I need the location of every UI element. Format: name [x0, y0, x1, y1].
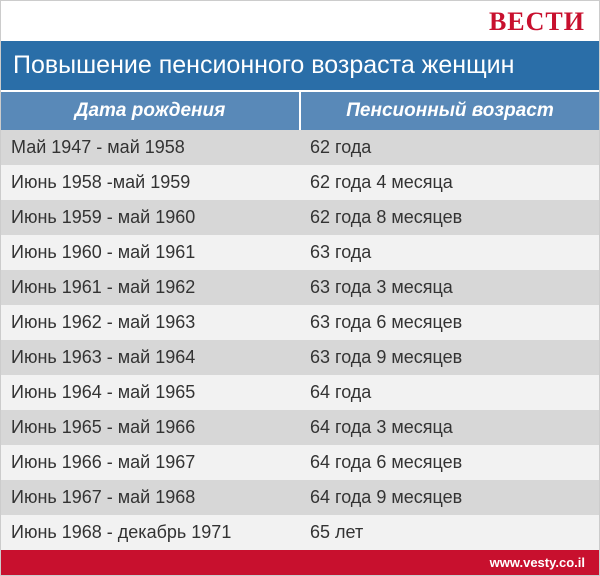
cell-birthdate: Июнь 1964 - май 1965	[1, 375, 300, 410]
cell-pension-age: 64 года	[300, 375, 599, 410]
cell-birthdate: Июнь 1968 - декабрь 1971	[1, 515, 300, 550]
title-bar: Повышение пенсионного возраста женщин	[1, 41, 599, 92]
cell-pension-age: 64 года 3 месяца	[300, 410, 599, 445]
table-row: Июнь 1958 -май 195962 года 4 месяца	[1, 165, 599, 200]
cell-birthdate: Июнь 1961 - май 1962	[1, 270, 300, 305]
cell-birthdate: Июнь 1962 - май 1963	[1, 305, 300, 340]
cell-pension-age: 64 года 6 месяцев	[300, 445, 599, 480]
table-row: Июнь 1965 - май 196664 года 3 месяца	[1, 410, 599, 445]
cell-pension-age: 63 года 9 месяцев	[300, 340, 599, 375]
table-container: ВЕСТИ Повышение пенсионного возраста жен…	[0, 0, 600, 576]
table-row: Июнь 1964 - май 196564 года	[1, 375, 599, 410]
cell-pension-age: 62 года 8 месяцев	[300, 200, 599, 235]
table-row: Июнь 1966 - май 196764 года 6 месяцев	[1, 445, 599, 480]
table-row: Июнь 1963 - май 196463 года 9 месяцев	[1, 340, 599, 375]
footer-bar: www.vesty.co.il	[1, 550, 599, 575]
table-row: Июнь 1968 - декабрь 197165 лет	[1, 515, 599, 550]
header-pension-age: Пенсионный возраст	[301, 92, 599, 130]
table-row: Июнь 1962 - май 196363 года 6 месяцев	[1, 305, 599, 340]
brand-bar: ВЕСТИ	[1, 1, 599, 41]
table-header-row: Дата рождения Пенсионный возраст	[1, 92, 599, 130]
table-row: Июнь 1960 - май 196163 года	[1, 235, 599, 270]
cell-pension-age: 63 года 3 месяца	[300, 270, 599, 305]
header-birthdate: Дата рождения	[1, 92, 301, 130]
table-row: Июнь 1959 - май 196062 года 8 месяцев	[1, 200, 599, 235]
table-body: Май 1947 - май 195862 годаИюнь 1958 -май…	[1, 130, 599, 550]
cell-pension-age: 65 лет	[300, 515, 599, 550]
table-row: Июнь 1961 - май 196263 года 3 месяца	[1, 270, 599, 305]
cell-pension-age: 64 года 9 месяцев	[300, 480, 599, 515]
cell-birthdate: Июнь 1965 - май 1966	[1, 410, 300, 445]
cell-pension-age: 63 года 6 месяцев	[300, 305, 599, 340]
cell-birthdate: Июнь 1967 - май 1968	[1, 480, 300, 515]
cell-birthdate: Июнь 1959 - май 1960	[1, 200, 300, 235]
table-row: Май 1947 - май 195862 года	[1, 130, 599, 165]
cell-birthdate: Июнь 1960 - май 1961	[1, 235, 300, 270]
cell-pension-age: 62 года	[300, 130, 599, 165]
cell-birthdate: Июнь 1963 - май 1964	[1, 340, 300, 375]
cell-birthdate: Июнь 1966 - май 1967	[1, 445, 300, 480]
cell-birthdate: Июнь 1958 -май 1959	[1, 165, 300, 200]
cell-pension-age: 62 года 4 месяца	[300, 165, 599, 200]
cell-birthdate: Май 1947 - май 1958	[1, 130, 300, 165]
cell-pension-age: 63 года	[300, 235, 599, 270]
table-row: Июнь 1967 - май 196864 года 9 месяцев	[1, 480, 599, 515]
brand-logo: ВЕСТИ	[489, 7, 585, 37]
